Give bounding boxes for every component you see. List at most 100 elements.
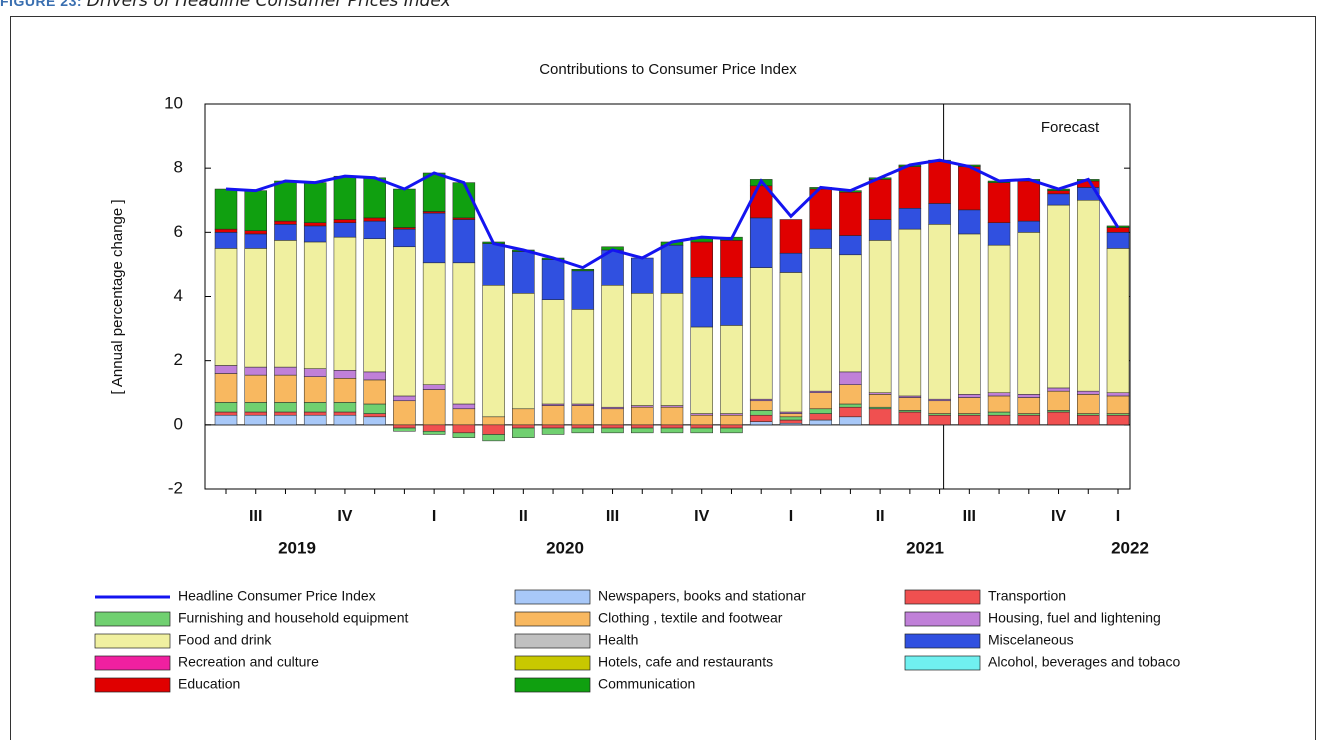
bar-segment — [809, 408, 832, 414]
bar-segment — [1047, 193, 1070, 206]
y-tick-label: 4 — [174, 286, 183, 305]
bar-segment — [1106, 414, 1130, 426]
bar-segment — [452, 424, 476, 434]
bar-segment — [482, 285, 505, 418]
bar-segment — [363, 379, 386, 405]
bar-segment — [601, 427, 624, 434]
bar-segment — [868, 240, 892, 393]
bar-segment — [214, 232, 238, 249]
bar-segment — [512, 293, 535, 410]
bar-segment — [779, 252, 803, 273]
caption-text: Drivers of Headline Consumer Prices Inde… — [86, 0, 451, 11]
bar-segment — [839, 191, 862, 236]
legend-label: Furnishing and household equipment — [178, 610, 408, 626]
bar-segment — [898, 166, 922, 209]
legend-swatch — [514, 611, 591, 627]
bar-segment — [274, 240, 297, 368]
bar-segment — [512, 427, 535, 438]
bar-segment — [987, 182, 1011, 223]
bar-segment — [1017, 220, 1041, 233]
bar-segment — [958, 414, 981, 426]
legend-label: Hotels, cafe and restaurants — [598, 654, 773, 670]
bar-segment — [422, 431, 446, 435]
bar-segment — [987, 411, 1011, 416]
bar-segment — [660, 293, 684, 406]
bar-segment — [690, 427, 713, 434]
x-tick-label: III — [963, 508, 976, 525]
bar-segment — [214, 365, 238, 374]
y-tick-label: 6 — [174, 222, 183, 241]
bar-segment — [690, 424, 713, 429]
bar-segment — [987, 414, 1011, 426]
legend-label: Alcohol, beverages and tobaco — [988, 654, 1180, 670]
bar-segment — [274, 411, 297, 416]
bar-segment — [363, 177, 386, 219]
bar-segment — [779, 413, 803, 418]
bar-segment — [393, 228, 416, 248]
bar-segment — [690, 326, 713, 414]
legend-swatch — [94, 633, 171, 649]
bar-segment — [749, 267, 773, 400]
bar-segment — [928, 203, 951, 225]
y-tick-label: 8 — [174, 158, 183, 177]
headline-line — [225, 158, 1120, 270]
bar-segment — [274, 224, 297, 241]
x-tick-label: II — [519, 508, 528, 525]
bar-segment — [274, 414, 297, 426]
bar-segment — [244, 366, 267, 376]
bar-segment — [1047, 387, 1070, 392]
legend-swatch — [94, 655, 171, 671]
bar-segment — [1106, 392, 1130, 397]
bar-segment — [452, 432, 476, 438]
bar-segment — [303, 402, 327, 413]
legend-swatch — [904, 589, 981, 605]
bar-segment — [690, 277, 713, 328]
bar-segment — [839, 254, 862, 373]
chart-title: Contributions to Consumer Price Index — [539, 61, 797, 78]
bar-segment — [958, 397, 981, 414]
bar-segment — [631, 424, 654, 429]
legend-label: Miscelaneous — [988, 632, 1074, 648]
bar-segment — [690, 241, 713, 278]
bar-segment — [1017, 232, 1041, 395]
bar-segment — [809, 248, 832, 392]
bar-segment — [571, 427, 595, 434]
bar-segment — [393, 395, 416, 402]
x-tick-label: IV — [1051, 508, 1066, 525]
bar-segment — [839, 406, 862, 418]
bar-segment — [333, 236, 357, 371]
bar-segment — [958, 233, 981, 395]
bar-segment — [720, 414, 743, 426]
x-tick-label: III — [249, 508, 262, 525]
bar-segment — [244, 230, 267, 235]
bar-segment — [720, 424, 743, 429]
legend-label: Communication — [598, 676, 695, 692]
bar-segment — [631, 257, 654, 294]
bar-segment — [393, 400, 416, 426]
bar-segment — [898, 208, 922, 230]
year-label: 2021 — [906, 538, 944, 557]
bar-segment — [244, 411, 267, 416]
bar-segment — [333, 219, 357, 223]
bar-segment — [1077, 200, 1100, 392]
bar-segment — [601, 424, 624, 429]
bar-segment — [690, 414, 713, 426]
bar-segment — [660, 424, 684, 429]
bar-segment — [987, 244, 1011, 393]
bar-segment — [660, 427, 684, 434]
bar-segment — [779, 219, 803, 254]
bar-segment — [868, 219, 892, 241]
bar-segment — [541, 405, 565, 426]
y-tick-label: 10 — [164, 93, 183, 112]
bar-segment — [958, 209, 981, 235]
bar-segment — [422, 212, 446, 264]
bar-segment — [571, 270, 595, 310]
bar-segment — [214, 373, 238, 403]
bar-segment — [868, 408, 892, 426]
bar-segment — [482, 424, 505, 435]
bar-segment — [244, 414, 267, 426]
bar-segment — [749, 400, 773, 411]
bar-segment — [631, 406, 654, 426]
bar-segment — [303, 182, 327, 223]
legend-swatch — [514, 589, 591, 605]
